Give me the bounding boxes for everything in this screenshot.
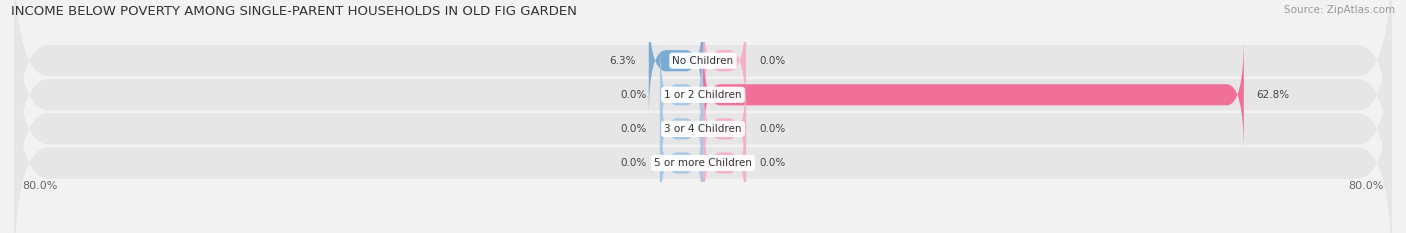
Text: 3 or 4 Children: 3 or 4 Children [664,124,742,134]
FancyBboxPatch shape [14,0,1392,182]
FancyBboxPatch shape [14,42,1392,233]
FancyBboxPatch shape [703,105,747,221]
FancyBboxPatch shape [648,3,703,118]
Text: 0.0%: 0.0% [759,56,785,66]
Text: 6.3%: 6.3% [609,56,636,66]
Legend: Single Father, Single Mother: Single Father, Single Mother [598,230,808,233]
Text: 5 or more Children: 5 or more Children [654,158,752,168]
Text: 0.0%: 0.0% [621,90,647,100]
Text: INCOME BELOW POVERTY AMONG SINGLE-PARENT HOUSEHOLDS IN OLD FIG GARDEN: INCOME BELOW POVERTY AMONG SINGLE-PARENT… [11,5,576,18]
Text: 0.0%: 0.0% [759,158,785,168]
Text: 80.0%: 80.0% [22,181,58,191]
FancyBboxPatch shape [703,71,747,186]
Text: 1 or 2 Children: 1 or 2 Children [664,90,742,100]
FancyBboxPatch shape [659,71,703,186]
Text: 0.0%: 0.0% [759,124,785,134]
Text: 0.0%: 0.0% [621,124,647,134]
FancyBboxPatch shape [14,0,1392,216]
FancyBboxPatch shape [659,105,703,221]
Text: Source: ZipAtlas.com: Source: ZipAtlas.com [1284,5,1395,15]
Text: 0.0%: 0.0% [621,158,647,168]
FancyBboxPatch shape [703,3,747,118]
Text: No Children: No Children [672,56,734,66]
FancyBboxPatch shape [14,8,1392,233]
FancyBboxPatch shape [659,37,703,152]
Text: 80.0%: 80.0% [1348,181,1384,191]
Text: 62.8%: 62.8% [1257,90,1289,100]
FancyBboxPatch shape [703,37,1244,152]
